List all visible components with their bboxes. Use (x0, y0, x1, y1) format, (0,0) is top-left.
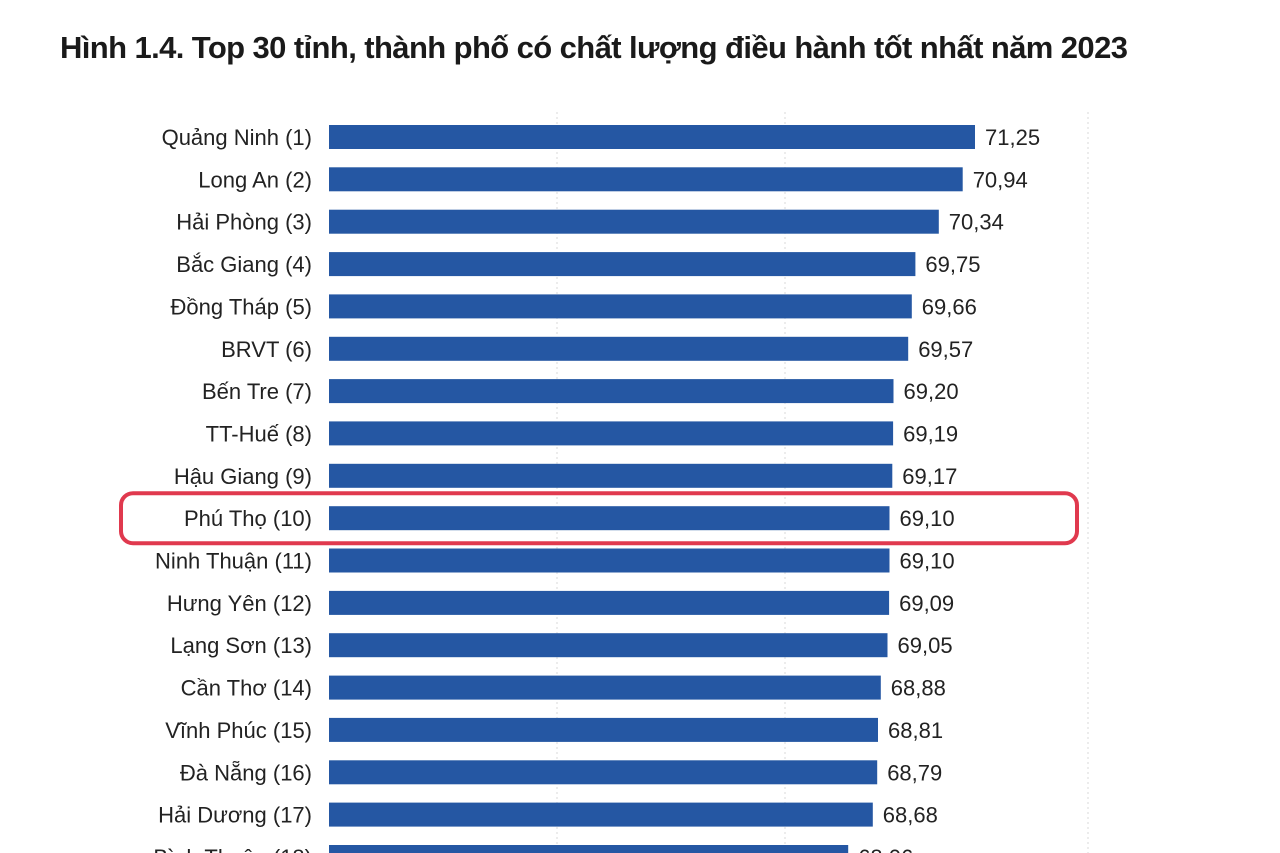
category-label: TT-Huế (8) (206, 421, 312, 446)
bar (329, 294, 912, 319)
value-label: 71,25 (985, 125, 1040, 150)
bar (329, 252, 916, 277)
category-label: Vĩnh Phúc (15) (165, 718, 312, 743)
value-label: 69,57 (918, 337, 973, 362)
category-labels: Quảng Ninh (1) Long An (2) Hải Phòng (3) Bắ… (153, 125, 312, 853)
category-label: Đà Nẵng (16) (180, 760, 312, 785)
category-label: Bắc Giang (4) (176, 252, 312, 277)
category-label: Quảng Ninh (1) (162, 125, 312, 150)
bar (329, 590, 890, 615)
value-label: 69,10 (900, 549, 955, 574)
value-label: 69,19 (903, 421, 958, 446)
bar (329, 421, 894, 446)
value-label: 68,06 (858, 845, 913, 853)
value-label: 69,17 (902, 464, 957, 489)
bars (329, 125, 975, 853)
category-label: Hải Dương (17) (158, 803, 312, 828)
chart-title: Hình 1.4. Top 30 tỉnh, thành phố có chất… (60, 30, 1128, 65)
category-label: Cần Thơ (14) (181, 676, 312, 701)
bar (329, 209, 939, 234)
value-label: 69,66 (922, 294, 977, 319)
bar (329, 802, 873, 827)
category-label: Bình Thuận (18) (153, 845, 312, 853)
bar (329, 548, 890, 573)
value-label: 69,75 (925, 252, 980, 277)
category-label: Bến Tre (7) (202, 379, 312, 404)
bar (329, 125, 975, 149)
bar (329, 675, 881, 700)
category-label: Long An (2) (198, 167, 312, 192)
value-label: 70,34 (949, 210, 1004, 235)
value-label: 70,94 (973, 167, 1028, 192)
bar (329, 379, 894, 404)
category-label: Đồng Tháp (5) (171, 294, 312, 319)
highlight-box (119, 491, 1079, 546)
bar (329, 717, 878, 742)
value-label: 69,20 (904, 379, 959, 404)
value-label: 69,09 (899, 591, 954, 616)
category-label: Hưng Yên (12) (167, 591, 312, 616)
bar (329, 633, 888, 658)
value-label: 69,05 (898, 633, 953, 658)
bar (329, 506, 890, 531)
value-label: 68,79 (887, 760, 942, 785)
bar (329, 760, 878, 785)
value-label: 68,81 (888, 718, 943, 743)
bar (329, 167, 963, 192)
category-label: BRVT (6) (221, 337, 312, 362)
category-label: Hậu Giang (9) (174, 464, 312, 489)
value-label: 68,68 (883, 803, 938, 828)
value-label: 69,10 (900, 506, 955, 531)
value-labels: 71,25 70,94 70,34 69,75 69,66 69,57 69,20 69,19… (858, 125, 1040, 853)
bar (329, 336, 909, 361)
value-label: 68,88 (891, 676, 946, 701)
highlight-layer (119, 491, 1079, 546)
bar (329, 845, 849, 853)
category-label: Ninh Thuận (11) (155, 549, 312, 574)
bar (329, 463, 893, 488)
category-label: Hải Phòng (3) (176, 210, 312, 235)
category-label: Lạng Sơn (13) (170, 633, 312, 658)
category-label: Phú Thọ (10) (184, 506, 312, 531)
